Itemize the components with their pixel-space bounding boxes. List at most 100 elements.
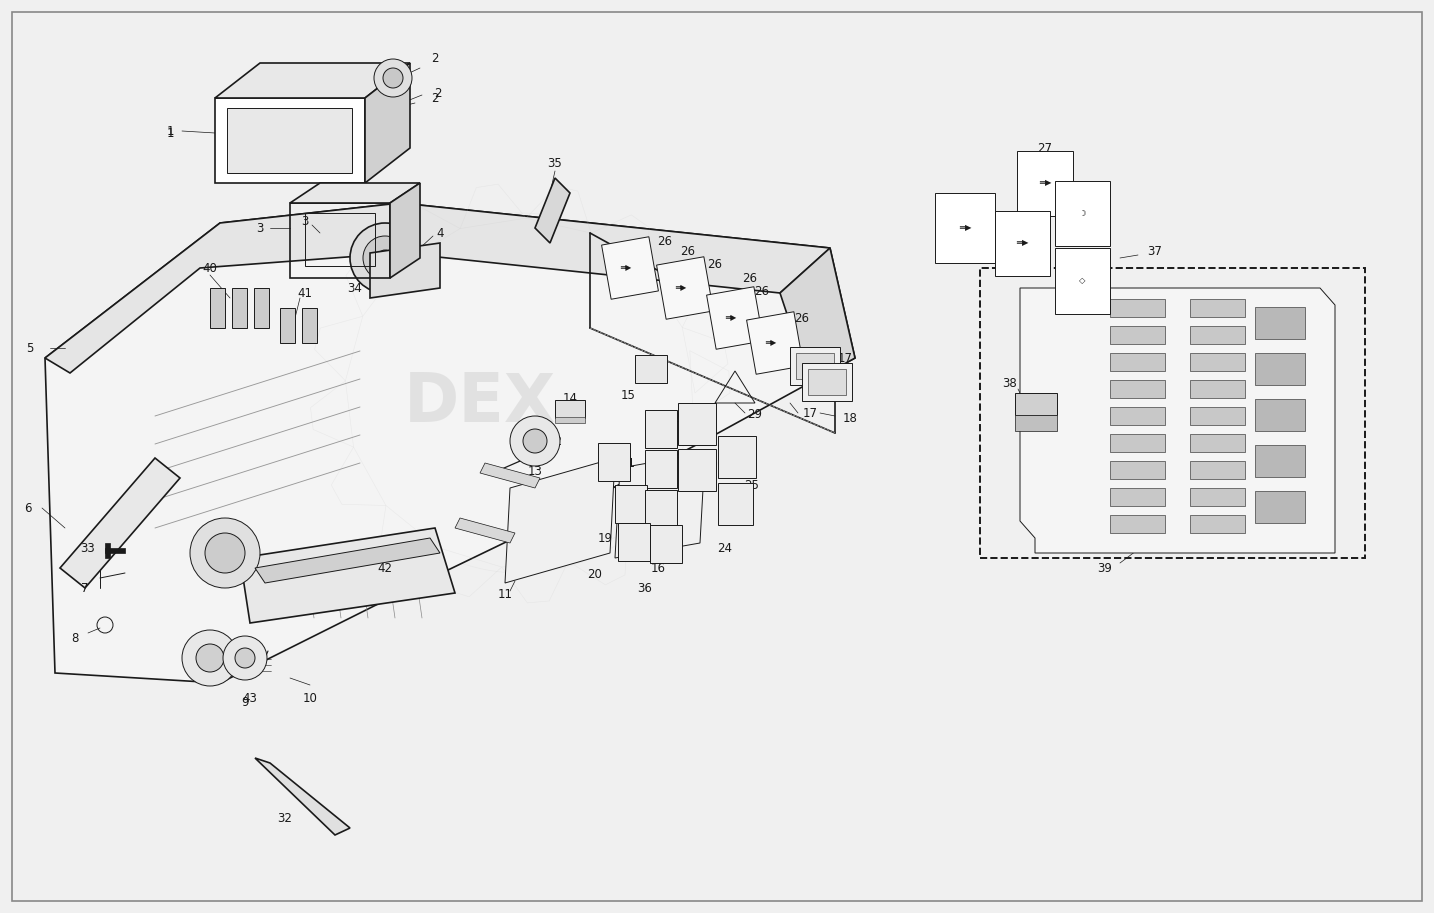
- Text: ☽: ☽: [1078, 208, 1086, 217]
- Polygon shape: [44, 203, 830, 373]
- Text: 12: 12: [518, 537, 532, 550]
- Bar: [1110, 407, 1164, 425]
- Text: 2: 2: [432, 91, 439, 104]
- Polygon shape: [366, 63, 410, 183]
- Text: ≡▶: ≡▶: [674, 284, 685, 292]
- Text: 3: 3: [301, 215, 308, 227]
- Circle shape: [383, 68, 403, 88]
- Bar: [645, 490, 677, 528]
- Text: 28: 28: [663, 455, 677, 467]
- Text: 16: 16: [651, 561, 665, 574]
- Polygon shape: [995, 211, 1050, 276]
- Text: 34: 34: [347, 281, 363, 295]
- Bar: [1110, 299, 1164, 317]
- Text: 20: 20: [588, 569, 602, 582]
- Polygon shape: [1054, 181, 1110, 246]
- Circle shape: [235, 648, 255, 668]
- Text: 8: 8: [72, 632, 79, 645]
- Bar: [598, 443, 630, 481]
- Polygon shape: [239, 528, 455, 623]
- Bar: [1110, 461, 1164, 479]
- Bar: [105, 543, 110, 558]
- Text: 37: 37: [1147, 245, 1163, 257]
- Polygon shape: [1054, 248, 1110, 313]
- Bar: [1190, 380, 1245, 398]
- Text: 36: 36: [638, 582, 652, 594]
- Bar: [1255, 491, 1305, 523]
- Polygon shape: [455, 518, 515, 543]
- Text: ◇: ◇: [1078, 277, 1086, 286]
- Polygon shape: [780, 248, 855, 383]
- Text: 6: 6: [24, 501, 32, 515]
- Text: 33: 33: [80, 541, 96, 554]
- Text: 26: 26: [658, 235, 673, 247]
- Text: 26: 26: [707, 258, 723, 271]
- Circle shape: [205, 533, 245, 573]
- Bar: [1190, 299, 1245, 317]
- Text: 14: 14: [562, 392, 578, 404]
- Text: 26: 26: [948, 194, 962, 207]
- Circle shape: [224, 636, 267, 680]
- Text: 22: 22: [677, 461, 693, 475]
- Text: 26: 26: [743, 271, 757, 285]
- Text: 17: 17: [837, 352, 852, 364]
- Bar: [1190, 407, 1245, 425]
- Bar: [790, 347, 840, 385]
- Text: 24: 24: [717, 541, 733, 554]
- Text: 38: 38: [1002, 376, 1017, 390]
- Text: 40: 40: [202, 261, 218, 275]
- Bar: [1110, 434, 1164, 452]
- Polygon shape: [280, 308, 295, 343]
- Text: 9: 9: [241, 697, 248, 709]
- Polygon shape: [255, 758, 350, 835]
- Bar: [645, 410, 677, 448]
- Bar: [807, 369, 846, 395]
- Polygon shape: [303, 308, 317, 343]
- Circle shape: [511, 416, 561, 466]
- Polygon shape: [370, 243, 440, 298]
- Polygon shape: [657, 257, 713, 320]
- Bar: [678, 403, 716, 445]
- Bar: [680, 423, 713, 445]
- Text: 42: 42: [377, 561, 393, 574]
- Text: 23: 23: [673, 412, 687, 425]
- Text: 10: 10: [303, 691, 317, 705]
- Bar: [1015, 415, 1057, 431]
- Bar: [678, 449, 716, 491]
- Bar: [105, 548, 125, 553]
- Text: 30: 30: [1002, 267, 1017, 279]
- Bar: [555, 400, 585, 418]
- Polygon shape: [935, 193, 995, 263]
- Text: ≡▶: ≡▶: [1038, 179, 1051, 187]
- Bar: [718, 483, 753, 525]
- Text: 17: 17: [803, 406, 817, 419]
- Text: 29: 29: [747, 408, 763, 422]
- Circle shape: [196, 644, 224, 672]
- Text: 2: 2: [435, 87, 442, 100]
- Text: 11: 11: [498, 589, 512, 602]
- Text: 15: 15: [621, 389, 635, 402]
- Bar: [615, 485, 647, 523]
- Bar: [1190, 488, 1245, 506]
- Bar: [1190, 434, 1245, 452]
- Circle shape: [363, 236, 407, 280]
- Text: ≡▶: ≡▶: [958, 224, 972, 233]
- Text: 5: 5: [26, 341, 33, 354]
- Bar: [1190, 515, 1245, 533]
- Polygon shape: [255, 538, 440, 583]
- Circle shape: [182, 630, 238, 686]
- Bar: [1110, 326, 1164, 344]
- Text: 27: 27: [1038, 142, 1053, 154]
- Text: 43: 43: [242, 691, 258, 705]
- Bar: [645, 450, 677, 488]
- Text: 2: 2: [774, 354, 782, 368]
- Circle shape: [374, 59, 412, 97]
- Text: 19: 19: [598, 531, 612, 544]
- Text: 12: 12: [548, 435, 562, 447]
- Bar: [1190, 353, 1245, 371]
- Text: 39: 39: [1097, 561, 1113, 574]
- Bar: [979, 268, 1365, 558]
- Text: 41: 41: [297, 287, 313, 299]
- Text: 21: 21: [621, 456, 635, 469]
- Text: 7: 7: [82, 582, 89, 594]
